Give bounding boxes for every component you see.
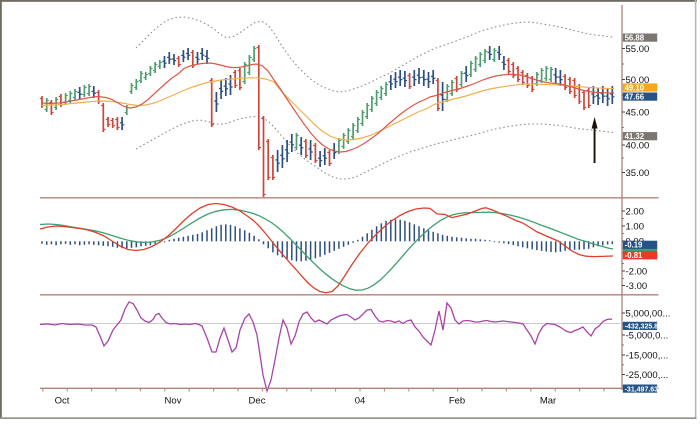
svg-text:1.00: 1.00 — [626, 221, 645, 232]
svg-text:5,000,00...: 5,000,00... — [626, 308, 671, 319]
svg-text:41.32: 41.32 — [625, 132, 645, 141]
svg-text:Feb: Feb — [449, 396, 465, 407]
svg-text:45.00: 45.00 — [626, 107, 650, 118]
svg-text:-5,000,0...: -5,000,0... — [626, 330, 669, 341]
svg-text:50.00: 50.00 — [626, 75, 650, 86]
svg-text:2.00: 2.00 — [626, 206, 645, 217]
svg-text:-0.81: -0.81 — [625, 251, 643, 260]
svg-text:Mar: Mar — [540, 396, 556, 407]
svg-text:-2.00: -2.00 — [626, 266, 648, 277]
svg-text:-0.19: -0.19 — [625, 241, 643, 250]
svg-text:-3.00: -3.00 — [626, 281, 648, 292]
svg-text:04: 04 — [355, 396, 366, 407]
svg-text:55.00: 55.00 — [626, 44, 650, 55]
svg-text:47.66: 47.66 — [625, 92, 645, 101]
svg-text:Nov: Nov — [165, 396, 182, 407]
svg-text:35.00: 35.00 — [626, 168, 650, 179]
svg-text:-15,000,...: -15,000,... — [626, 350, 669, 361]
svg-text:-432,325.8: -432,325.8 — [625, 324, 659, 331]
svg-text:49.10: 49.10 — [625, 83, 645, 92]
svg-text:56.88: 56.88 — [625, 33, 645, 42]
svg-text:40.00: 40.00 — [626, 140, 650, 151]
svg-text:-31,497.63: -31,497.63 — [625, 386, 659, 393]
svg-text:-25,000,...: -25,000,... — [626, 370, 669, 381]
svg-text:Dec: Dec — [249, 396, 266, 407]
svg-text:Oct: Oct — [55, 396, 70, 407]
